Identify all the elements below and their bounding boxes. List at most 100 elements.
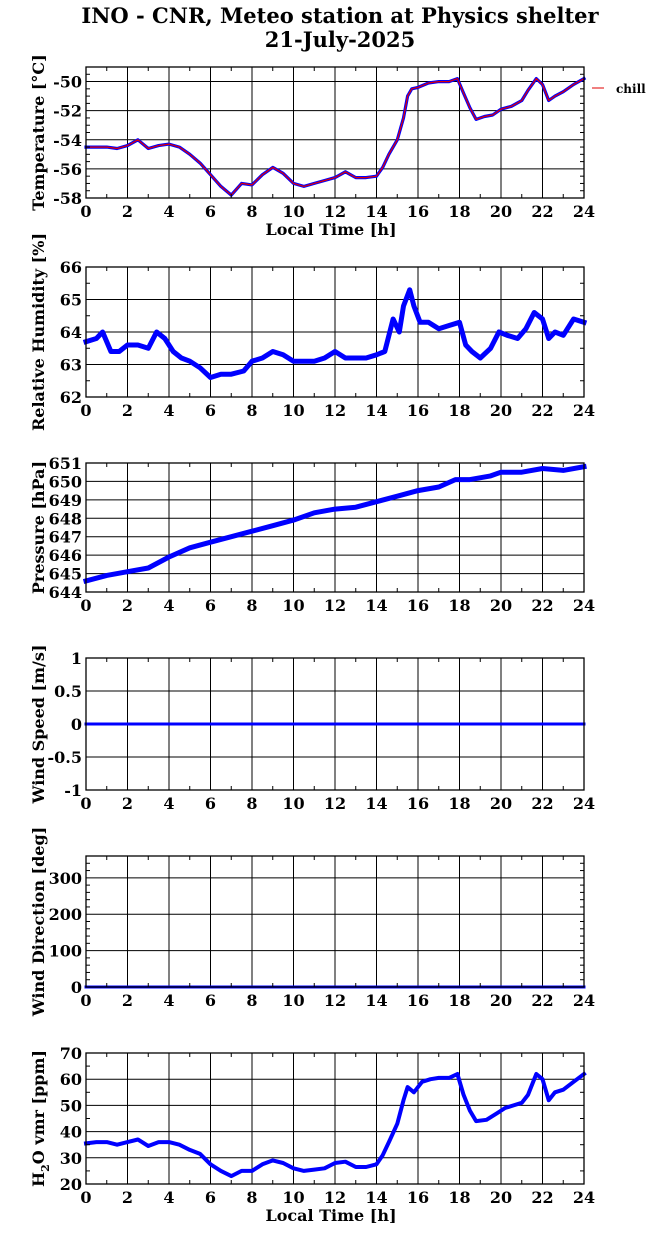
y-axis-label: Wind Direction [deg] (29, 827, 48, 1018)
x-tick-label: 20 (490, 991, 512, 1010)
title-line-2: 21-July-2025 (264, 27, 416, 52)
y-tick-label: 646 (49, 546, 82, 565)
y-tick-label: -52 (53, 102, 82, 121)
x-tick-label: 10 (282, 1188, 304, 1207)
y-tick-label: 644 (49, 583, 82, 602)
y-tick-label: 50 (60, 1096, 82, 1115)
y-tick-label: -50 (53, 73, 82, 92)
y-axis-label: Pressure [hPa] (29, 461, 48, 594)
x-tick-label: 12 (324, 401, 346, 420)
x-tick-label: 18 (448, 401, 470, 420)
series-line (82, 287, 588, 380)
x-tick-label: 18 (448, 794, 470, 813)
legend-label: chill (616, 82, 646, 96)
x-axis-label: Local Time [h] (265, 1206, 396, 1225)
y-tick-label: 70 (60, 1044, 82, 1063)
series-line (83, 1071, 587, 1179)
x-tick-label: 20 (490, 401, 512, 420)
x-tick-label: 14 (365, 202, 387, 221)
y-tick-label: 30 (60, 1149, 82, 1168)
y-tick-label: -58 (53, 189, 82, 208)
x-tick-label: 20 (490, 202, 512, 221)
x-tick-label: 22 (531, 1188, 553, 1207)
y-axis-label: Wind Speed [m/s] (29, 645, 48, 805)
x-tick-label: 10 (282, 596, 304, 615)
x-tick-label: 10 (282, 401, 304, 420)
y-tick-label: 63 (60, 356, 82, 375)
x-tick-label: 16 (407, 991, 429, 1010)
x-tick-label: 0 (80, 991, 91, 1010)
x-tick-label: 4 (163, 991, 174, 1010)
y-tick-label: 66 (60, 258, 82, 277)
x-tick-label: 6 (205, 202, 216, 221)
x-tick-label: 8 (246, 991, 257, 1010)
x-tick-label: 14 (365, 596, 387, 615)
chart-title: INO - CNR, Meteo station at Physics shel… (0, 4, 655, 52)
y-tick-label: 40 (60, 1123, 82, 1142)
x-tick-label: 16 (407, 596, 429, 615)
x-tick-label: 24 (573, 991, 595, 1010)
x-tick-label: 8 (246, 202, 257, 221)
x-tick-label: 22 (531, 401, 553, 420)
x-tick-label: 12 (324, 794, 346, 813)
x-tick-label: 10 (282, 794, 304, 813)
x-tick-label: 2 (122, 596, 133, 615)
x-tick-label: 8 (246, 596, 257, 615)
x-tick-label: 18 (448, 991, 470, 1010)
x-tick-label: 20 (490, 794, 512, 813)
x-tick-label: 6 (205, 596, 216, 615)
plot-frame (85, 462, 585, 593)
x-tick-label: 14 (365, 1188, 387, 1207)
x-tick-label: 24 (573, 202, 595, 221)
x-tick-label: 10 (282, 202, 304, 221)
x-tick-label: 24 (573, 794, 595, 813)
x-tick-label: 14 (365, 401, 387, 420)
x-tick-label: 2 (122, 991, 133, 1010)
x-tick-label: 0 (80, 202, 91, 221)
y-tick-label: 65 (60, 291, 82, 310)
x-tick-label: 2 (122, 401, 133, 420)
y-tick-label: 300 (49, 869, 82, 888)
x-tick-label: 12 (324, 596, 346, 615)
title-line-1: INO - CNR, Meteo station at Physics shel… (81, 3, 599, 28)
y-tick-label: 648 (49, 509, 82, 528)
x-tick-label: 18 (448, 1188, 470, 1207)
plot-frame (85, 657, 585, 791)
y-tick-label: 651 (49, 454, 82, 473)
y-axis-label: Relative Humidity [%] (29, 233, 48, 431)
x-tick-label: 14 (365, 794, 387, 813)
y-tick-label: 0 (71, 715, 82, 734)
x-tick-label: 6 (205, 794, 216, 813)
chart-panel-1: 0 2 4 6 8 10 12 14 16 18 20 22 24-58-56-54-52-50Loca… (29, 54, 646, 239)
x-tick-label: 0 (80, 401, 91, 420)
y-tick-label: 64 (60, 323, 82, 342)
y-axis-label: Temperature [°C] (29, 54, 48, 210)
y-tick-label: 649 (49, 491, 82, 510)
x-tick-label: 22 (531, 794, 553, 813)
x-tick-label: 6 (205, 991, 216, 1010)
x-tick-label: 8 (246, 794, 257, 813)
x-tick-label: 20 (490, 596, 512, 615)
x-tick-label: 2 (122, 202, 133, 221)
x-tick-label: 12 (324, 202, 346, 221)
x-tick-label: 22 (531, 596, 553, 615)
y-tick-label: -56 (53, 160, 82, 179)
x-tick-label: 12 (324, 1188, 346, 1207)
x-tick-label: 2 (122, 794, 133, 813)
y-tick-label: 0.5 (54, 682, 82, 701)
x-tick-label: 4 (163, 401, 174, 420)
y-tick-label: 1 (71, 649, 82, 668)
y-tick-label: 200 (49, 905, 82, 924)
x-tick-label: 18 (448, 202, 470, 221)
x-tick-label: 4 (163, 202, 174, 221)
chart-panel-2: 0 2 4 6 8 10 12 14 16 18 20 22 246263646566Relative … (29, 233, 595, 431)
x-tick-label: 4 (163, 1188, 174, 1207)
x-tick-label: 8 (246, 1188, 257, 1207)
y-tick-label: 62 (60, 388, 82, 407)
y-tick-label: 650 (49, 472, 82, 491)
y-tick-label: -54 (53, 131, 82, 150)
x-tick-label: 24 (573, 596, 595, 615)
y-tick-label: 60 (60, 1070, 82, 1089)
